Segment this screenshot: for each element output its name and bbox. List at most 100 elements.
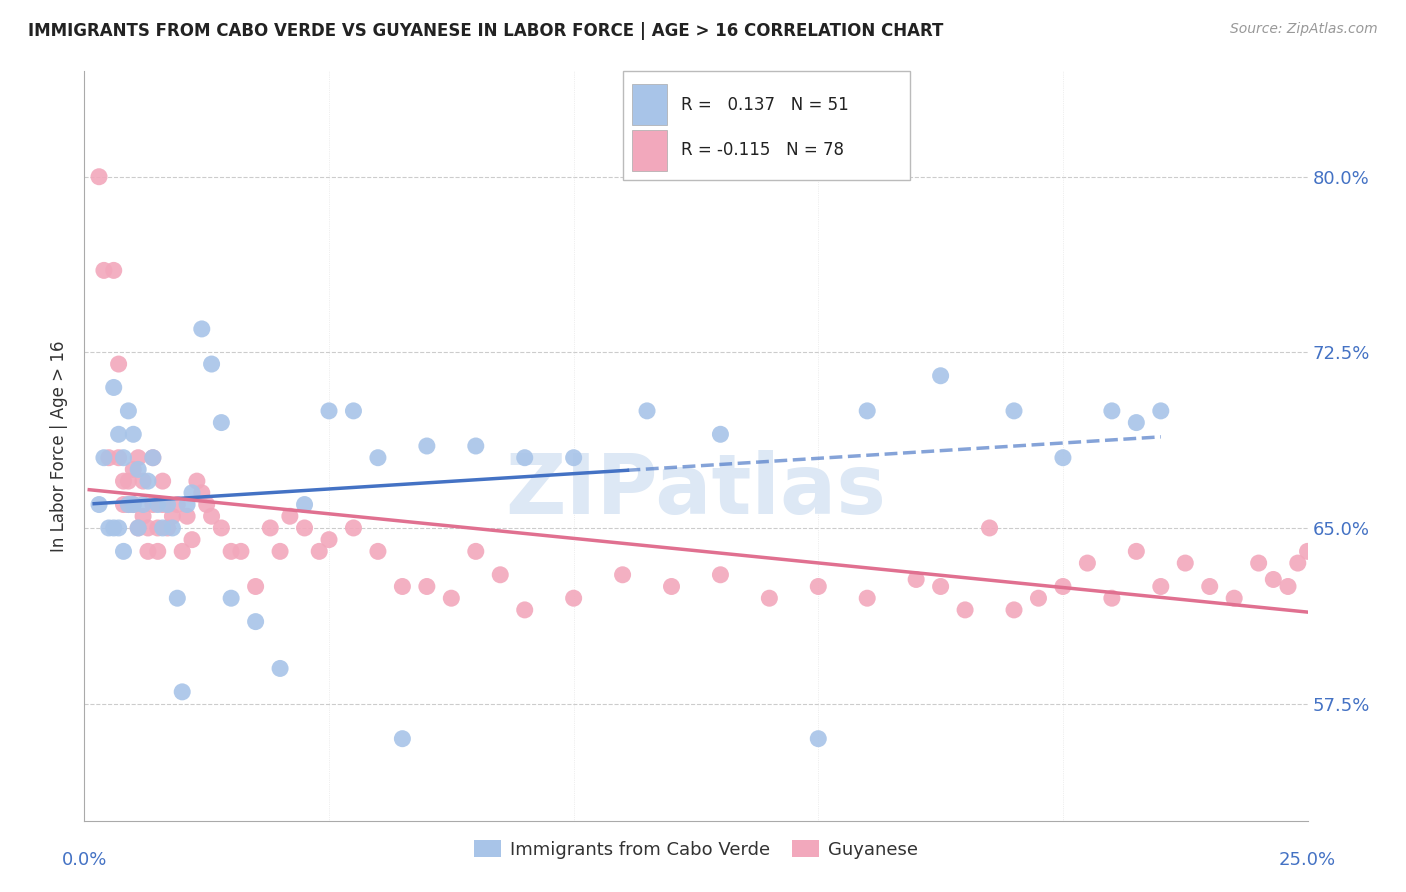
Point xyxy=(132,474,155,488)
Point xyxy=(464,544,486,558)
Point xyxy=(391,580,413,594)
Point xyxy=(112,544,135,558)
Point xyxy=(195,498,218,512)
Point xyxy=(103,521,125,535)
Point xyxy=(209,521,232,535)
Point xyxy=(136,544,159,558)
Point xyxy=(1223,591,1246,606)
Point xyxy=(1247,556,1270,570)
Point xyxy=(661,580,683,594)
Point xyxy=(1076,556,1098,570)
Point xyxy=(146,521,169,535)
Point xyxy=(152,521,174,535)
Point xyxy=(440,591,463,606)
Point xyxy=(612,567,634,582)
Point xyxy=(489,567,512,582)
Point xyxy=(127,521,149,535)
Point xyxy=(152,474,174,488)
Point xyxy=(1002,603,1025,617)
Point xyxy=(308,544,330,558)
Point xyxy=(103,380,125,394)
Point xyxy=(107,450,129,465)
Point xyxy=(209,416,232,430)
Point xyxy=(1125,544,1147,558)
Point xyxy=(181,485,204,500)
Point xyxy=(1002,404,1025,418)
FancyBboxPatch shape xyxy=(623,71,910,180)
Point xyxy=(245,580,267,594)
Point xyxy=(562,450,585,465)
Point xyxy=(219,544,242,558)
Point xyxy=(1198,580,1220,594)
Point xyxy=(269,544,291,558)
Point xyxy=(97,450,120,465)
Point xyxy=(1150,580,1173,594)
Point xyxy=(905,573,928,587)
Point xyxy=(127,450,149,465)
Point xyxy=(162,521,184,535)
Point xyxy=(117,404,139,418)
Point xyxy=(127,521,149,535)
Point xyxy=(1277,580,1299,594)
Point xyxy=(87,169,110,184)
Point xyxy=(93,450,115,465)
Point xyxy=(1028,591,1050,606)
Point xyxy=(191,322,214,336)
Point xyxy=(1286,556,1309,570)
Point xyxy=(122,498,145,512)
Point xyxy=(142,450,165,465)
Point xyxy=(269,661,291,675)
Point xyxy=(122,498,145,512)
Point xyxy=(172,544,194,558)
Point xyxy=(117,474,139,488)
Point xyxy=(200,509,222,524)
Point xyxy=(807,731,830,746)
Point xyxy=(127,462,149,476)
Point xyxy=(342,404,364,418)
Point xyxy=(136,474,159,488)
Point xyxy=(758,591,780,606)
Point xyxy=(953,603,976,617)
Point xyxy=(1125,416,1147,430)
Point xyxy=(166,498,188,512)
Point xyxy=(294,521,316,535)
Point xyxy=(856,404,879,418)
FancyBboxPatch shape xyxy=(633,130,666,171)
Point xyxy=(929,580,952,594)
Point xyxy=(122,462,145,476)
Point xyxy=(132,509,155,524)
Point xyxy=(1263,573,1285,587)
Point xyxy=(136,521,159,535)
Point xyxy=(342,521,364,535)
Point xyxy=(166,591,188,606)
Point xyxy=(1174,556,1197,570)
Legend: Immigrants from Cabo Verde, Guyanese: Immigrants from Cabo Verde, Guyanese xyxy=(468,835,924,864)
Text: R =   0.137   N = 51: R = 0.137 N = 51 xyxy=(682,95,849,113)
Point xyxy=(513,603,536,617)
Point xyxy=(1296,544,1319,558)
Point xyxy=(929,368,952,383)
Point xyxy=(229,544,252,558)
Text: R = -0.115   N = 78: R = -0.115 N = 78 xyxy=(682,142,844,160)
Point xyxy=(391,731,413,746)
Text: ZIPatlas: ZIPatlas xyxy=(506,450,886,532)
Point xyxy=(142,498,165,512)
Point xyxy=(103,263,125,277)
Point xyxy=(181,533,204,547)
Point xyxy=(1150,404,1173,418)
Point xyxy=(117,498,139,512)
Point xyxy=(1101,404,1123,418)
Point xyxy=(219,591,242,606)
Text: Source: ZipAtlas.com: Source: ZipAtlas.com xyxy=(1230,22,1378,37)
Point xyxy=(513,450,536,465)
Point xyxy=(146,544,169,558)
Point xyxy=(979,521,1001,535)
Point xyxy=(93,263,115,277)
Point xyxy=(87,498,110,512)
Point xyxy=(162,509,184,524)
Point xyxy=(1052,580,1074,594)
Point xyxy=(107,357,129,371)
Text: IMMIGRANTS FROM CABO VERDE VS GUYANESE IN LABOR FORCE | AGE > 16 CORRELATION CHA: IMMIGRANTS FROM CABO VERDE VS GUYANESE I… xyxy=(28,22,943,40)
Point xyxy=(294,498,316,512)
Point xyxy=(259,521,281,535)
